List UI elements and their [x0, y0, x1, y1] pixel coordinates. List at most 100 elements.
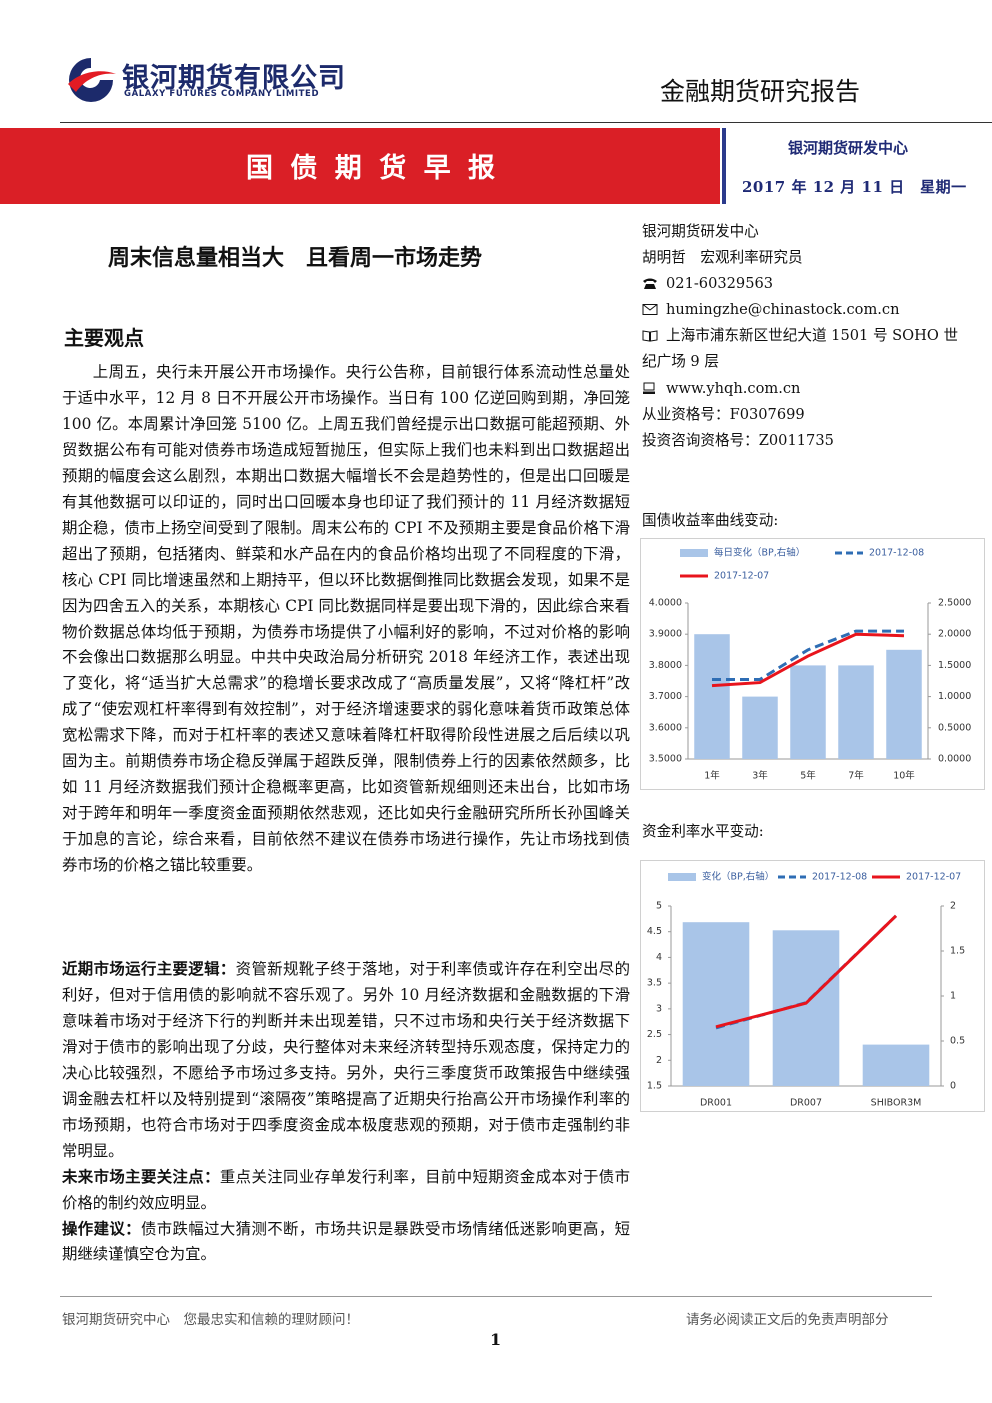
legend-swatch — [680, 549, 708, 557]
paragraph-label: 近期市场运行主要逻辑： — [62, 960, 236, 978]
y-tick-label: 4.5 — [647, 926, 662, 937]
paragraph-text: 债市跌幅过大猜测不断，市场共识是暴跌受市场情绪低迷影响更高，短期继续谨慎空仓为宜… — [62, 1219, 630, 1264]
y2-tick-label: 2 — [950, 901, 956, 912]
bar — [790, 665, 826, 759]
bar — [742, 696, 778, 759]
banner — [0, 128, 720, 204]
footer-left: 银河期货研究中心 您最忠实和信赖的理财顾问！ — [62, 1312, 359, 1328]
bar — [838, 665, 874, 759]
y2-tick-label: 2.5000 — [938, 598, 971, 609]
chart-frame — [640, 538, 985, 790]
footer-rule — [60, 1296, 932, 1297]
y-tick-label: 2.5 — [647, 1029, 662, 1040]
x-tick-label: 10年 — [893, 770, 915, 782]
phone-icon — [643, 278, 657, 290]
org: 银河期货研发中心 — [642, 223, 759, 240]
chart-title: 国债收益率曲线变动: — [642, 512, 779, 529]
x-tick-label: 7年 — [848, 770, 864, 782]
x-tick-label: DR001 — [700, 1098, 732, 1109]
y-tick-label: 5 — [656, 901, 662, 912]
header-rule — [60, 122, 992, 123]
y2-tick-label: 0 — [950, 1081, 956, 1092]
chart-frame — [640, 860, 985, 1112]
website-row: www.yhqh.com.cn — [642, 376, 962, 402]
page-number: 1 — [490, 1330, 502, 1349]
legend-label: 2017-12-07 — [906, 872, 961, 883]
legend-swatch — [668, 873, 696, 881]
logo-mark — [68, 58, 116, 102]
y-tick-label: 3.7000 — [649, 691, 682, 702]
y-tick-label: 4 — [656, 952, 662, 963]
chart: 1.5 2 2.5 3 3.5 4 4.5 5 0 0.5 1 1.5 2 DR001 DR007 SHIBO… — [640, 860, 985, 1112]
logo-text: 银河期货有限公司 — [122, 63, 346, 94]
address-row: 上海市浦东新区世纪大道 1501 号 SOHO 世纪广场 9 层 — [642, 323, 962, 375]
y2-tick-label: 0.5 — [950, 1036, 965, 1047]
address-icon — [642, 330, 658, 342]
bar — [886, 649, 922, 759]
website-icon — [643, 382, 655, 394]
sidebar: 银河期货研发中心 胡明哲 宏观利率研究员 021-60329563 huming… — [642, 219, 962, 454]
legend-label: 变化（BP,右轴） — [702, 871, 774, 883]
paragraph-label: 未来市场主要关注点： — [62, 1167, 220, 1186]
y-tick-label: 1.5 — [647, 1081, 662, 1092]
y-tick-label: 3.8000 — [649, 660, 682, 671]
paragraph-label: 操作建议： — [62, 1219, 141, 1238]
y2-tick-label: 0.5000 — [938, 722, 971, 733]
address: 上海市浦东新区世纪大道 1501 号 SOHO 世纪广场 9 层 — [642, 327, 959, 371]
x-tick-label: 1年 — [704, 770, 720, 782]
paragraph-group: 近期市场运行主要逻辑：资管新规靴子终于落地，对于利率债或许存在利空出尽的利好，但… — [62, 957, 630, 1268]
y-tick-label: 3.5000 — [649, 754, 682, 765]
line-series — [711, 632, 905, 688]
phone-row: 021-60329563 — [642, 271, 962, 297]
footer-right: 请务必阅读正文后的免责声明部分 — [686, 1312, 889, 1328]
chart: 3.5000 3.6000 3.7000 3.8000 3.9000 4.0000 0.00… — [640, 538, 985, 790]
banner-title: 国 债 期 货 早 报 — [246, 153, 499, 184]
line-series — [715, 914, 898, 1029]
legend-label: 2017-12-08 — [812, 872, 867, 883]
y2-tick-label: 1 — [950, 991, 956, 1002]
y-tick-label: 3 — [656, 1003, 662, 1014]
y2-tick-label: 1.5 — [950, 946, 965, 957]
chart-title: 资金利率水平变动: — [642, 823, 764, 840]
y-tick-label: 4.0000 — [649, 598, 682, 609]
paragraph: 近期市场运行主要逻辑：资管新规靴子终于落地，对于利率债或许存在利空出尽的利好，但… — [62, 957, 630, 1165]
x-tick-label: 3年 — [752, 770, 768, 782]
y-tick-label: 2 — [656, 1055, 662, 1066]
paragraph: 上周五，央行未开展公开市场操作。央行公告称，目前银行体系流动性总量处于适中水平，… — [62, 363, 630, 875]
legend-label: 2017-12-07 — [714, 571, 769, 582]
y2-tick-label: 1.5000 — [938, 660, 971, 671]
paragraph: 操作建议：债市跌幅过大猜测不断，市场共识是暴跌受市场情绪低迷影响更高，短期继续谨… — [62, 1217, 630, 1269]
banner-date: 2017 年 12 月 11 日 星期一 — [742, 178, 967, 196]
y2-tick-label: 1.0000 — [938, 691, 971, 702]
x-tick-label: SHIBOR3M — [871, 1098, 922, 1109]
paragraph-text: 重点关注同业存单发行利率，目前中短期资金成本对于债市价格的制约效应明显。 — [62, 1167, 630, 1212]
line-series — [712, 629, 904, 681]
x-tick-label: DR007 — [790, 1098, 822, 1109]
x-tick-label: 5年 — [800, 770, 816, 782]
legend-label: 2017-12-08 — [869, 548, 924, 559]
y-tick-label: 3.6000 — [649, 722, 682, 733]
banner-info — [722, 128, 992, 204]
website: www.yhqh.com.cn — [666, 379, 801, 397]
y2-tick-label: 2.0000 — [938, 629, 971, 640]
y-tick-label: 3.9000 — [649, 629, 682, 640]
headline: 周末信息量相当大 且看周一市场走势 — [108, 245, 483, 271]
phone: 021-60329563 — [666, 275, 774, 293]
banner-center: 银河期货研发中心 — [788, 139, 909, 157]
email: humingzhe@chinastock.com.cn — [666, 301, 900, 319]
paragraph-text: 资管新规靴子终于落地，对于利率债或许存在利空出尽的利好，但对于信用债的影响就不容… — [62, 960, 630, 1160]
bar — [862, 1044, 930, 1086]
paragraph: 未来市场主要关注点：重点关注同业存单发行利率，目前中短期资金成本对于债市价格的制… — [62, 1165, 630, 1217]
bar — [694, 634, 730, 759]
legend-label: 每日变化（BP,右轴） — [714, 547, 805, 559]
analyst: 胡明哲 宏观利率研究员 — [642, 249, 803, 267]
y-tick-label: 3.5 — [647, 978, 662, 989]
logo-subtext: GALAXY FUTURES COMPANY LIMITED — [124, 89, 320, 99]
y2-tick-label: 0.0000 — [938, 754, 971, 765]
section-title: 主要观点 — [64, 326, 144, 350]
consulting: 投资咨询资格号：Z0011735 — [642, 431, 834, 449]
report-type: 金融期货研究报告 — [660, 77, 861, 106]
email-row: humingzhe@chinastock.com.cn — [642, 297, 962, 323]
bar — [682, 922, 750, 1086]
